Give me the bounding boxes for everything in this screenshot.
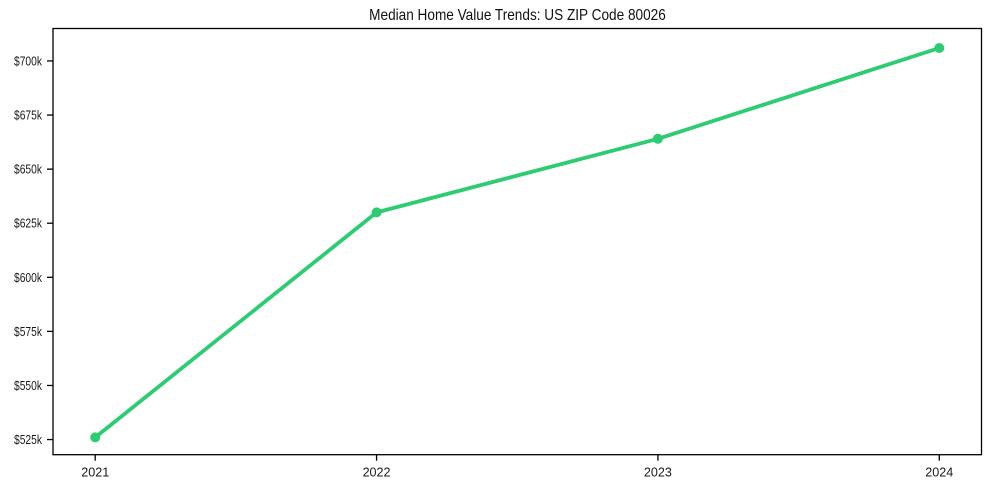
plot-border (52, 27, 983, 456)
y-axis-tick-label: $650k (14, 162, 42, 177)
y-axis-tick-label: $550k (14, 378, 42, 393)
trend-line (93, 46, 942, 440)
chart-title-text: Median Home Value Trends: US ZIP Code 80… (368, 7, 666, 24)
data-point-2021 (90, 432, 101, 443)
data-point-2022 (371, 207, 382, 218)
chart-title: Median Home Value Trends: US ZIP Code 80… (53, 7, 981, 25)
y-axis-tick-label: $575k (14, 324, 42, 339)
x-axis-tick-label: 2022 (363, 465, 391, 480)
x-axis-tick-label: 2024 (925, 465, 953, 480)
y-axis-tick-label: $625k (14, 216, 42, 231)
y-axis-tick-label: $700k (14, 53, 42, 68)
x-axis-tick-label: 2021 (81, 465, 109, 480)
data-point-2023 (652, 133, 663, 144)
y-axis-tick-label: $600k (14, 270, 42, 285)
y-axis-tick-label: $675k (14, 108, 42, 123)
x-axis-tick-label: 2023 (644, 465, 672, 480)
data-point-2024 (934, 43, 945, 53)
y-axis-tick-label: $525k (14, 432, 42, 447)
